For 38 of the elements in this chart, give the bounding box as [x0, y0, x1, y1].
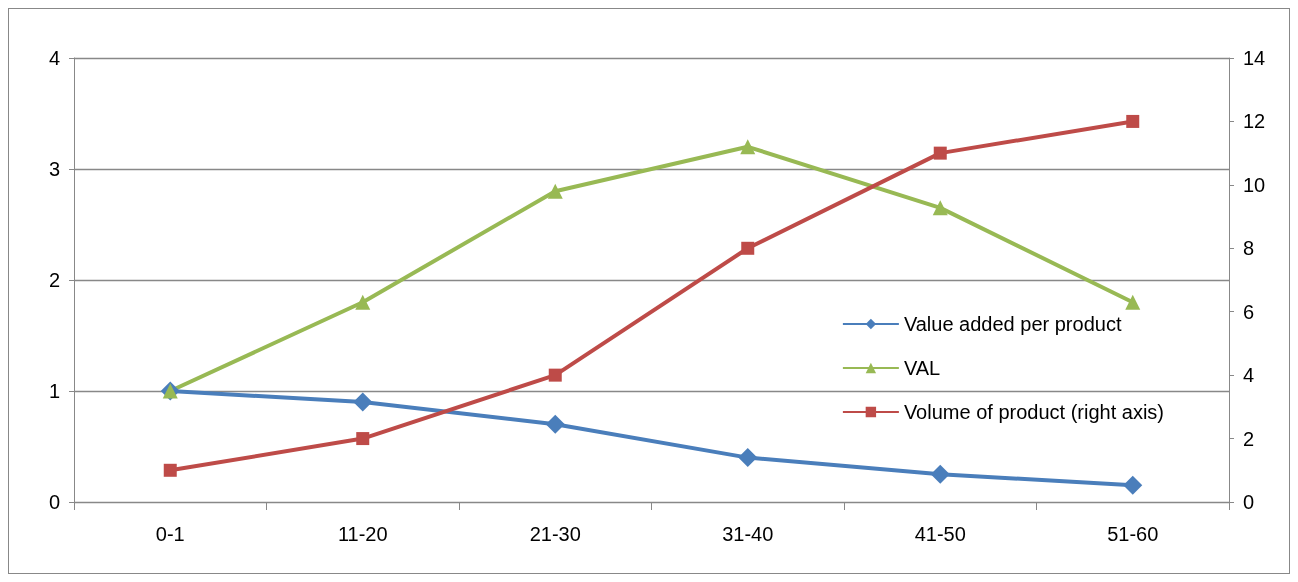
- y2-tick-label: 8: [1243, 237, 1255, 260]
- point: [1125, 294, 1141, 310]
- y-tick-label: 4: [48, 47, 60, 69]
- point: [548, 368, 562, 382]
- point: [741, 241, 755, 255]
- y2-tick-label: 6: [1243, 300, 1255, 323]
- point: [738, 448, 758, 468]
- point: [1126, 114, 1140, 128]
- point: [545, 414, 565, 434]
- x-tick-label: 11-20: [337, 523, 388, 545]
- x-tick-label: 31-40: [722, 523, 774, 545]
- x-tick-label: 21-30: [529, 523, 581, 545]
- point: [933, 146, 947, 160]
- point: [356, 432, 370, 446]
- point: [353, 392, 373, 412]
- y-tick-label: 1: [48, 380, 60, 402]
- y2-tick-label: 10: [1243, 173, 1266, 196]
- y-tick-label: 2: [48, 269, 60, 291]
- y-tick-label: 0: [48, 491, 60, 513]
- y-tick-label: 3: [48, 158, 60, 180]
- point: [740, 139, 756, 155]
- x-tick-label: 41-50: [914, 523, 966, 545]
- legend-label: VAL: [903, 357, 941, 379]
- y2-tick-label: 0: [1243, 491, 1255, 513]
- y2-tick-label: 12: [1243, 110, 1266, 133]
- y2-tick-label: 2: [1243, 427, 1255, 450]
- point: [932, 200, 948, 216]
- y2-tick-label: 4: [1243, 364, 1255, 387]
- legend-label: Value added per product: [903, 313, 1122, 335]
- point: [1123, 475, 1143, 495]
- y2-tick-label: 14: [1243, 47, 1266, 69]
- point: [930, 464, 950, 484]
- x-tick-label: 0-1: [155, 523, 185, 545]
- x-tick-label: 51-60: [1107, 523, 1159, 545]
- point: [547, 183, 563, 199]
- legend-label: Volume of product (right axis): [903, 401, 1165, 423]
- point: [163, 463, 177, 477]
- point: [355, 294, 371, 310]
